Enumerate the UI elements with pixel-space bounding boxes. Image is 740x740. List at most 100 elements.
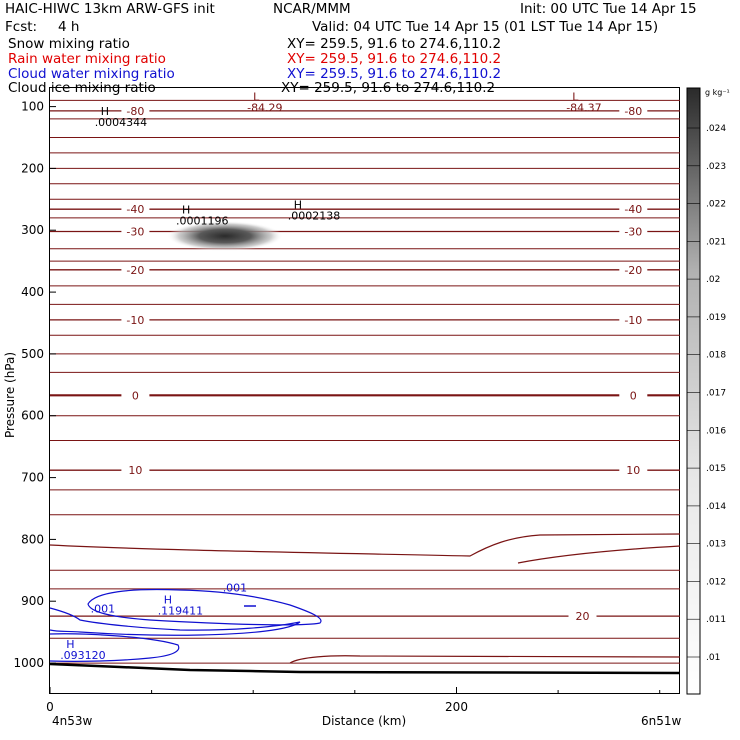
y-tick-label: 500 [21, 347, 44, 361]
cloud-water-labels: .001 .001 [91, 581, 248, 615]
extremum-value: .119411 [158, 605, 204, 618]
contour-label: -10 [624, 314, 642, 327]
colorbar-tick-label: .02 [706, 275, 720, 285]
colorbar-tick-label: .022 [706, 200, 726, 210]
extremum-type: H [182, 204, 190, 217]
contour-label: -40 [624, 203, 642, 216]
contour-label: -30 [624, 226, 642, 239]
x-axis-ticks: 0 200 [46, 687, 661, 714]
colorbar-tick-label: .023 [706, 162, 726, 172]
temperature-contours: -80 -80 -40 -40 -30 -30 -20 -20 -10 -10 0 0 10 10 20 [50, 104, 680, 623]
contour-label: 20 [576, 610, 590, 623]
extremum-type: H [101, 105, 109, 118]
contour-label: -20 [126, 264, 144, 277]
colorbar-tick-label: .018 [706, 351, 726, 361]
contour-label-bg [121, 225, 150, 238]
y-tick-label: 600 [21, 409, 44, 423]
extremum-type: H [164, 594, 172, 607]
fcst-label: Fcst: [5, 19, 38, 35]
terrain-surface-line [49, 662, 681, 675]
colorbar-tick-label: .012 [706, 577, 726, 587]
plot-frame [49, 87, 680, 694]
x-tick-label: 200 [445, 700, 468, 714]
extremum-type: H [66, 638, 74, 651]
field-snow-name: Snow mixing ratio [8, 36, 130, 52]
rain-contour-820 [517, 545, 681, 564]
colorbar-tick-label: .019 [706, 313, 726, 323]
snow-mixing-ratio-maximum [167, 221, 283, 251]
field-rain-xy: XY= 259.5, 91.6 to 274.6,110.2 [287, 51, 502, 67]
contour-label-bg [121, 203, 150, 216]
contour-label-bg [619, 203, 648, 216]
contour-label: 10 [128, 464, 142, 477]
colorbar-unit: g kg⁻¹ [705, 88, 730, 97]
cloud-water-contour-2 [49, 607, 301, 636]
contour-label: -10 [126, 314, 144, 327]
contour-label-bg [619, 464, 648, 477]
colorbar-tick-label: .013 [706, 540, 726, 550]
contour-label: -20 [624, 264, 642, 277]
x-tick-label: 0 [46, 700, 54, 714]
contour-label: -40 [126, 203, 144, 216]
colorbar-tick-label: .011 [706, 615, 726, 625]
contour-label-bg [568, 610, 597, 623]
colorbar-tick-label: .01 [706, 653, 720, 663]
contour-label: 10 [626, 464, 640, 477]
extrema-labels: L-84.29L-84.37H.0004344H.0002138H.000119… [60, 90, 601, 662]
colorbar [686, 87, 701, 695]
y-axis-ticks: 100 200 300 400 500 600 700 800 900 1000 [13, 100, 56, 670]
model-title: HAIC-HIWC 13km ARW-GFS init [5, 1, 215, 17]
extremum-type: L [253, 90, 260, 103]
contour-label-bg [121, 464, 150, 477]
cloud-water-contour-label: .001 [91, 602, 116, 615]
contour-label-bg [619, 263, 648, 276]
contour-label: 0 [630, 389, 637, 402]
contour-label-bg [619, 104, 648, 117]
rain-contour-lower [289, 655, 681, 664]
init-time: Init: 00 UTC Tue 14 Apr 15 [520, 1, 697, 17]
cloud-water-contour-label: .001 [223, 581, 248, 594]
extremum-value: .0004344 [95, 116, 148, 129]
contour-label: 0 [132, 389, 139, 402]
contour-label: -30 [126, 226, 144, 239]
field-rain-name: Rain water mixing ratio [8, 51, 166, 67]
x-left-label: 4n53w [52, 714, 93, 728]
contour-label-bg [121, 263, 150, 276]
y-tick-label: 400 [21, 285, 44, 299]
colorbar-tick-label: .016 [706, 426, 726, 436]
y-tick-label: 900 [21, 594, 44, 608]
extremum-value: -84.37 [566, 101, 601, 114]
field-cloudwater-name: Cloud water mixing ratio [8, 66, 175, 82]
colorbar-tick-label: .017 [706, 389, 726, 399]
colorbar-tick-label: .024 [706, 124, 726, 134]
pressure-level-lines [50, 99, 680, 664]
y-tick-label: 700 [21, 471, 44, 485]
contour-label: -80 [126, 105, 144, 118]
extremum-value: .0001196 [176, 215, 229, 228]
contour-label-bg [619, 225, 648, 238]
valid-time: Valid: 04 UTC Tue 14 Apr 15 (01 LST Tue … [312, 19, 659, 35]
y-tick-label: 800 [21, 532, 44, 546]
contour-label-bg [619, 389, 648, 402]
contour-label-bg [121, 313, 150, 326]
colorbar-tick-label: .015 [706, 464, 726, 474]
colorbar-tick-label: .014 [706, 502, 726, 512]
colorbar-tick-label: .021 [706, 237, 726, 247]
extremum-type: H [294, 199, 302, 212]
extremum-value: .0002138 [288, 210, 341, 223]
fcst-value: 4 h [58, 19, 80, 35]
x-right-label: 6n51w [641, 714, 682, 728]
contour-label-bg [619, 313, 648, 326]
org-label: NCAR/MMM [273, 1, 351, 17]
y-tick-label: 100 [21, 100, 44, 114]
field-snow-xy: XY= 259.5, 91.6 to 274.6,110.2 [287, 36, 502, 52]
extremum-value: -84.29 [247, 101, 282, 114]
contour-label: -80 [624, 105, 642, 118]
contour-label-bg [121, 389, 150, 402]
y-tick-label: 1000 [13, 656, 44, 670]
contour-label-bg [121, 104, 150, 117]
cloud-water-contour-3 [49, 633, 180, 662]
extremum-value: .093120 [60, 649, 105, 662]
cloud-water-contour-1 [87, 588, 322, 626]
